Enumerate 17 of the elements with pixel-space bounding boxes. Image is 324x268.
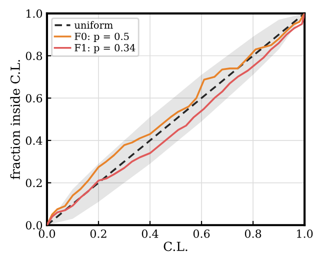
x-axis-title: C.L. bbox=[164, 242, 188, 252]
y-tick-label: 0.2 bbox=[26, 178, 42, 188]
x-tick-label: 0.4 bbox=[142, 229, 158, 238]
y-tick-label: 0.6 bbox=[26, 94, 42, 102]
y-tick-label: 0.4 bbox=[26, 136, 42, 145]
x-tick-label: 0.8 bbox=[244, 229, 262, 238]
legend-label: F0: p = 0.5 bbox=[74, 32, 129, 42]
x-tick-label: 0.0 bbox=[38, 229, 56, 238]
legend-label: F1: p = 0.34 bbox=[74, 44, 136, 54]
x-tick-label: 0.6 bbox=[193, 229, 210, 238]
y-tick-label: 1.0 bbox=[26, 9, 42, 18]
legend-label: uniform bbox=[74, 21, 113, 29]
y-tick-label: 0.0 bbox=[26, 221, 42, 230]
x-tick-label: 1.0 bbox=[297, 229, 313, 238]
y-tick-label: 0.8 bbox=[26, 52, 42, 60]
x-tick-label: 0.2 bbox=[90, 229, 106, 238]
y-axis-title: fraction inside C.L. bbox=[10, 60, 20, 180]
